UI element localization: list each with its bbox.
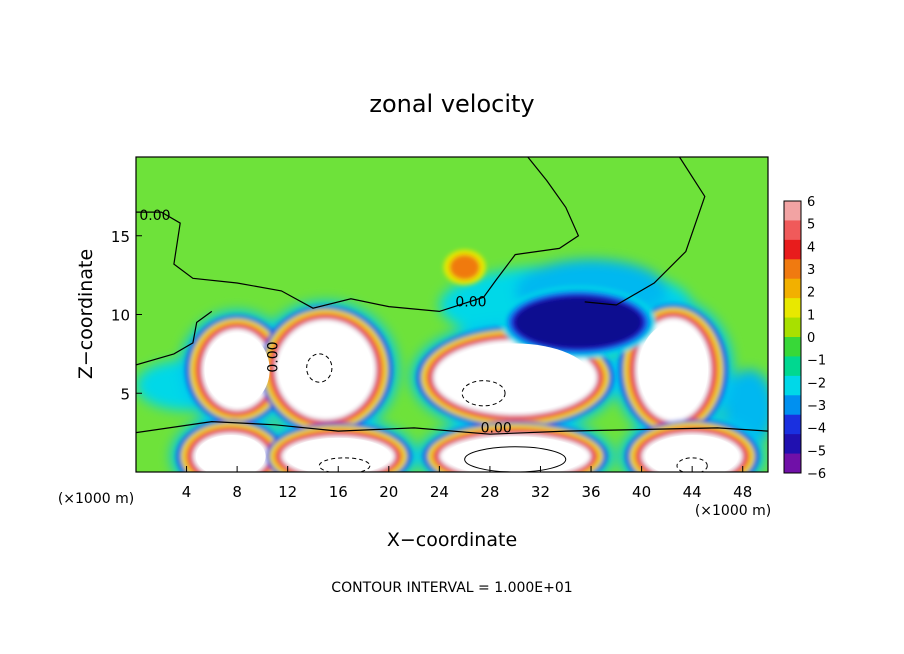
colorbar-tick-label: 0 (807, 331, 815, 346)
colorbar-tick-label: −4 (807, 422, 826, 437)
colorbar-tick-label: 1 (807, 308, 815, 323)
colorbar-swatch (784, 356, 801, 377)
x-axis-label: X−coordinate (387, 529, 517, 551)
x-unit-left: (×1000 m) (58, 491, 134, 507)
y-tick-label: 15 (111, 228, 130, 246)
negative-core (515, 297, 642, 348)
saturated-core-sharp (439, 343, 591, 412)
dashed-contour (676, 457, 708, 472)
colorbar-swatch (784, 337, 801, 357)
dashed-contour (306, 353, 333, 383)
y-axis-ticks: 5 10 15 (111, 228, 142, 403)
saturated-core-sharp (204, 332, 270, 407)
y-axis-label: Z−coordinate (75, 249, 97, 379)
x-tick-label: 16 (329, 483, 348, 501)
colorbar-tick-label: 4 (807, 240, 815, 255)
x-tick-label: 48 (733, 483, 752, 501)
colorbar-tick-label: 2 (807, 286, 815, 301)
colorbar-tick-label: 3 (807, 263, 815, 278)
x-tick-label: 40 (632, 483, 651, 501)
colorbar-swatch (784, 317, 801, 338)
y-tick-label: 10 (111, 307, 130, 325)
contour-label: 0.00 (455, 295, 486, 311)
colorbar-tick-label: −5 (807, 444, 826, 459)
dashed-contour (318, 457, 371, 472)
colorbar-swatch (784, 298, 801, 319)
plot-area (136, 157, 768, 472)
zero-contour (136, 420, 768, 435)
colorbar-tick-label: −3 (807, 399, 826, 414)
chart-title: zonal velocity (369, 90, 534, 118)
saturated-core-sharp (445, 436, 585, 472)
colorbar-tick-label: 6 (807, 195, 815, 210)
colorbar-tick-label: −1 (807, 354, 826, 369)
x-axis-ticks: 4 8 12 16 20 24 28 32 36 40 44 48 (182, 466, 752, 501)
contour-label: 0.00 (481, 421, 512, 437)
x-tick-label: 4 (182, 483, 192, 501)
contour-lines (136, 157, 768, 472)
colorbar-swatch (784, 395, 801, 416)
colorbar-tick-label: 5 (807, 218, 815, 233)
colorbar-swatch (784, 278, 801, 299)
colorbar-swatch (784, 201, 801, 221)
colorbar-tick-label: −6 (807, 467, 826, 482)
x-tick-label: 32 (531, 483, 550, 501)
colorbar-swatch (784, 375, 801, 396)
saturated-core-sharp (279, 324, 373, 415)
contour-label: 0.00 (266, 341, 282, 372)
contour-labels: 0.00 0.00 0.00 0.00 (139, 208, 511, 437)
x-tick-label: 8 (232, 483, 242, 501)
saturated-core-sharp (195, 434, 266, 472)
saturated-core-sharp (285, 437, 391, 472)
colorbar-swatch (784, 453, 801, 474)
saturated-core-sharp (645, 434, 739, 472)
velocity-field (136, 249, 768, 472)
saturated-core-sharp (638, 322, 709, 417)
x-tick-label: 12 (278, 483, 297, 501)
colorbar-swatch (784, 239, 801, 260)
footer-contour-interval: CONTOUR INTERVAL = 1.000E+01 (331, 580, 572, 596)
colorbar: 6 5 4 3 2 1 0 −1 −2 −3 −4 −5 −6 (783, 195, 826, 482)
colorbar-swatch (784, 259, 801, 280)
x-tick-label: 24 (430, 483, 449, 501)
contour-label: 0.00 (139, 208, 170, 224)
x-unit-right: (×1000 m) (695, 503, 771, 519)
colorbar-tick-label: −2 (807, 376, 826, 391)
colorbar-frame (783, 200, 802, 474)
y-tick-label: 5 (120, 385, 130, 403)
x-tick-label: 28 (480, 483, 499, 501)
colorbar-swatch (784, 434, 801, 455)
zero-contour (584, 157, 706, 306)
x-tick-label: 36 (581, 483, 600, 501)
x-tick-label: 44 (683, 483, 702, 501)
zero-contour (136, 157, 580, 313)
x-tick-label: 20 (379, 483, 398, 501)
zero-contour (136, 310, 213, 366)
colorbar-swatch (784, 220, 801, 241)
max-core (449, 254, 480, 280)
colorbar-swatch (784, 414, 801, 435)
dashed-contour (461, 380, 506, 407)
